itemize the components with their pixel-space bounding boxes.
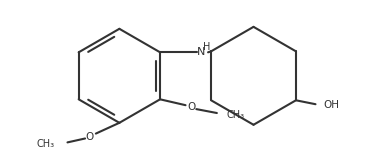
Text: CH₃: CH₃ [37, 139, 55, 149]
Text: N: N [197, 47, 205, 57]
Text: OH: OH [323, 100, 339, 110]
Text: O: O [187, 102, 195, 112]
Text: CH₃: CH₃ [227, 110, 245, 120]
Text: O: O [86, 131, 94, 142]
Text: H: H [203, 42, 210, 52]
